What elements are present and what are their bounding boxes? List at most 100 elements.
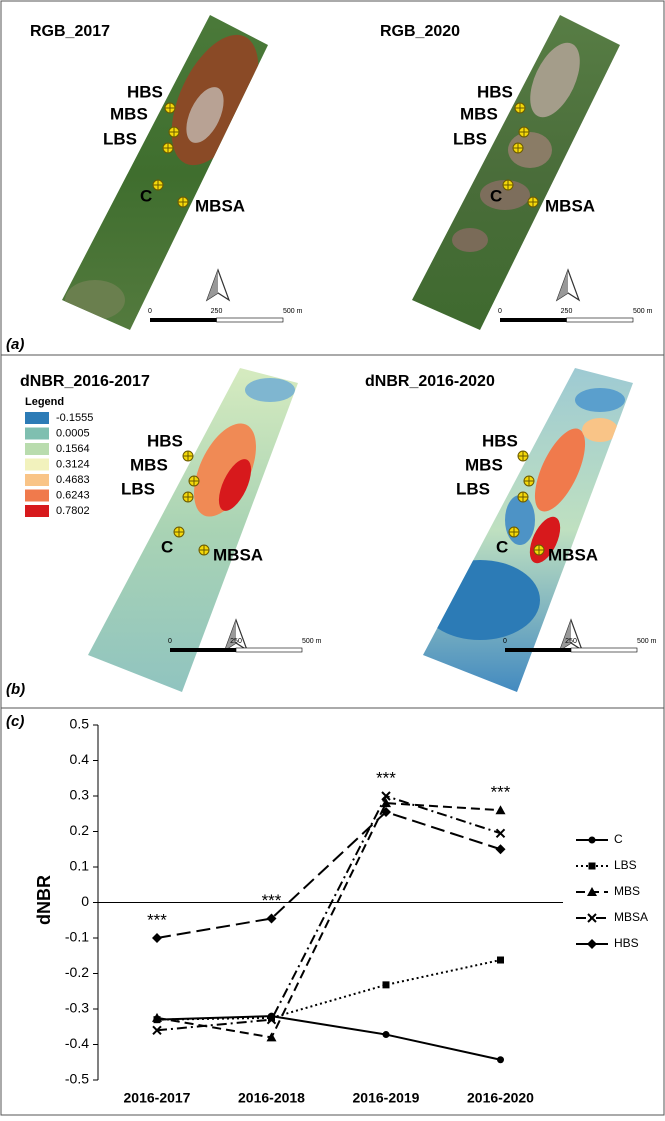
scale-bar [571,648,637,652]
y-tick-label: -0.3 [65,1000,89,1016]
series-line [157,960,501,1020]
figure: (a) RGB_2017 HBS MBS LBS C MBSA 0 250 500 m RGB_20… [0,0,665,1116]
legend-marker [587,939,597,949]
legend-marker [589,863,596,870]
scale-bar [505,648,571,652]
legend-label: -0.1555 [56,412,93,424]
scale-label: 500 m [283,308,303,315]
site-label: HBS [477,82,513,101]
legend-label: HBS [614,936,639,950]
scale-label: 500 m [637,638,657,645]
series-line [157,1016,501,1060]
scale-bar [236,648,302,652]
legend-marker [588,914,596,922]
marker [383,1031,390,1038]
y-tick-label: 0.2 [70,822,90,838]
series-line [157,812,501,938]
map-title: dNBR_2016-2017 [20,373,150,390]
legend-label: 0.4683 [56,474,90,486]
legend-swatch [25,428,49,440]
x-tick-label: 2016-2018 [238,1090,305,1106]
y-tick-label: 0.5 [70,716,90,732]
x-tick-label: 2016-2019 [353,1090,420,1106]
scale-label: 250 [565,638,577,645]
annotation: *** [147,910,167,929]
site-label: MBSA [545,196,595,215]
marker [383,981,390,988]
legend-swatch [25,474,49,486]
site-label: C [140,186,152,205]
legend-label: 0.6243 [56,489,90,501]
panel-label: (a) [6,336,24,353]
map-title: RGB_2017 [30,23,110,40]
site-label: MBSA [548,545,598,564]
legend-label: MBSA [614,910,648,924]
scale-bar [150,318,217,322]
annotation: *** [376,768,396,787]
y-tick-label: -0.1 [65,929,89,945]
annotation: *** [491,783,511,802]
series-line [157,796,501,1030]
legend-marker [589,837,596,844]
scale-label: 250 [561,308,573,315]
site-label: HBS [127,82,163,101]
legend-label: 0.0005 [56,427,90,439]
y-tick-label: 0 [81,893,89,909]
scale-label: 0 [168,638,172,645]
site-label: LBS [103,129,137,148]
legend-label: 0.1564 [56,443,90,455]
legend-label: LBS [614,858,637,872]
site-label: HBS [482,431,518,450]
scale-bar [170,648,236,652]
scale-label: 250 [230,638,242,645]
y-tick-label: -0.5 [65,1071,89,1087]
site-label: MBS [130,455,168,474]
series-line [157,803,501,1037]
legend-label: C [614,832,623,846]
y-tick-label: 0.1 [70,858,90,874]
scale-label: 250 [211,308,223,315]
x-tick-label: 2016-2017 [124,1090,191,1106]
marker [496,844,506,854]
legend-label: MBS [614,884,640,898]
legend-swatch [25,412,49,424]
legend-swatch [25,443,49,455]
map-image [50,10,280,340]
scale-bar [500,318,567,322]
scale-label: 500 m [633,308,653,315]
y-axis-label: dNBR [34,875,54,925]
legend-swatch [25,505,49,517]
y-tick-label: 0.3 [70,787,90,803]
x-tick-label: 2016-2020 [467,1090,534,1106]
annotation: *** [262,891,282,910]
site-label: MBS [110,104,148,123]
site-label: C [490,186,502,205]
legend-swatch [25,490,49,502]
site-label: MBS [460,104,498,123]
site-label: MBSA [213,545,263,564]
legend-label: 0.7802 [56,505,90,517]
site-label: LBS [121,479,155,498]
panel-label: (b) [6,681,25,698]
legend-label: 0.3124 [56,458,90,470]
scale-label: 0 [498,308,502,315]
site-label: MBSA [195,196,245,215]
marker [152,933,162,943]
scale-bar [567,318,634,322]
legend-swatch [25,459,49,471]
scale-label: 500 m [302,638,322,645]
map-title: dNBR_2016-2020 [365,373,495,390]
site-label: C [496,537,508,556]
marker [496,805,506,814]
marker [497,957,504,964]
y-tick-label: -0.2 [65,964,89,980]
y-tick-label: -0.4 [65,1035,89,1051]
map-title: RGB_2020 [380,23,460,40]
scale-label: 0 [148,308,152,315]
marker [497,1056,504,1063]
site-label: LBS [456,479,490,498]
site-label: C [161,537,173,556]
site-label: MBS [465,455,503,474]
y-tick-label: 0.4 [70,751,90,767]
map-image [400,10,630,340]
